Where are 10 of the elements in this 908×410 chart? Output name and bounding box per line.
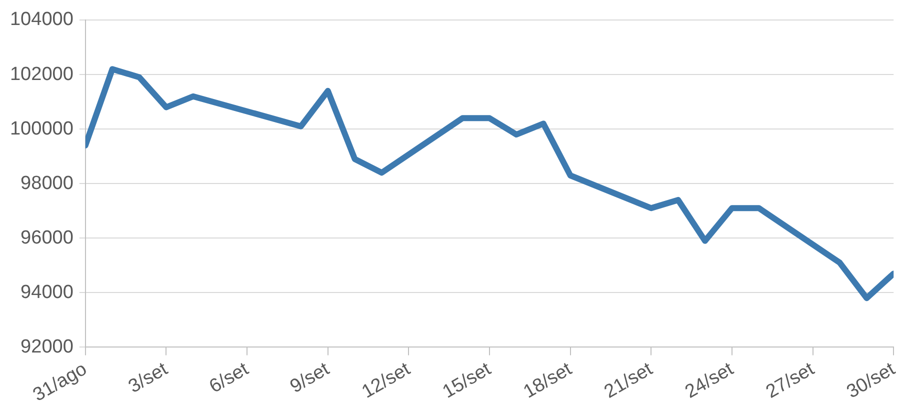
y-tick-label: 102000 <box>10 64 74 85</box>
x-tick-label: 9/set <box>286 358 334 398</box>
y-tick-label: 104000 <box>10 9 74 30</box>
y-tick-label: 92000 <box>20 336 74 358</box>
y-tick-label: 94000 <box>20 282 74 303</box>
y-tick-label: 96000 <box>20 227 74 248</box>
y-tick-label: 98000 <box>20 172 74 194</box>
y-tick-label: 100000 <box>10 118 74 140</box>
x-tick-label: 6/set <box>206 358 253 398</box>
x-tick-label: 3/set <box>125 358 172 398</box>
